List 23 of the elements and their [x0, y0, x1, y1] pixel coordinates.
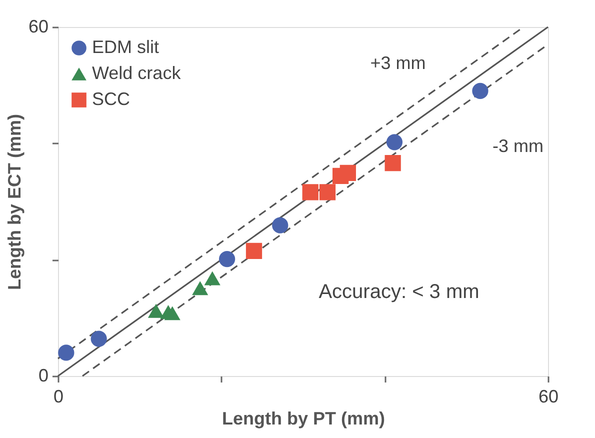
point	[192, 281, 208, 296]
point	[90, 330, 107, 347]
annotation: +3 mm	[370, 53, 426, 73]
point	[340, 164, 356, 182]
point	[164, 306, 180, 320]
point	[218, 251, 236, 268]
legend-label: Weld crack	[92, 63, 182, 83]
annotation: -3 mm	[492, 136, 544, 156]
point	[302, 184, 318, 200]
point	[272, 217, 288, 234]
legend-label: SCC	[92, 89, 130, 109]
annotation: Accuracy: < 3 mm	[318, 281, 480, 303]
y-axis-title: Length by ECT (mm)	[4, 114, 24, 290]
point	[319, 184, 336, 200]
point	[386, 134, 403, 150]
legend-label: EDM slit	[92, 37, 159, 57]
point	[58, 344, 74, 361]
x-axis-title: Length by PT (mm)	[222, 408, 385, 428]
point	[384, 155, 401, 172]
point	[472, 82, 488, 100]
point	[246, 242, 262, 260]
point	[148, 304, 164, 318]
point	[204, 271, 220, 286]
